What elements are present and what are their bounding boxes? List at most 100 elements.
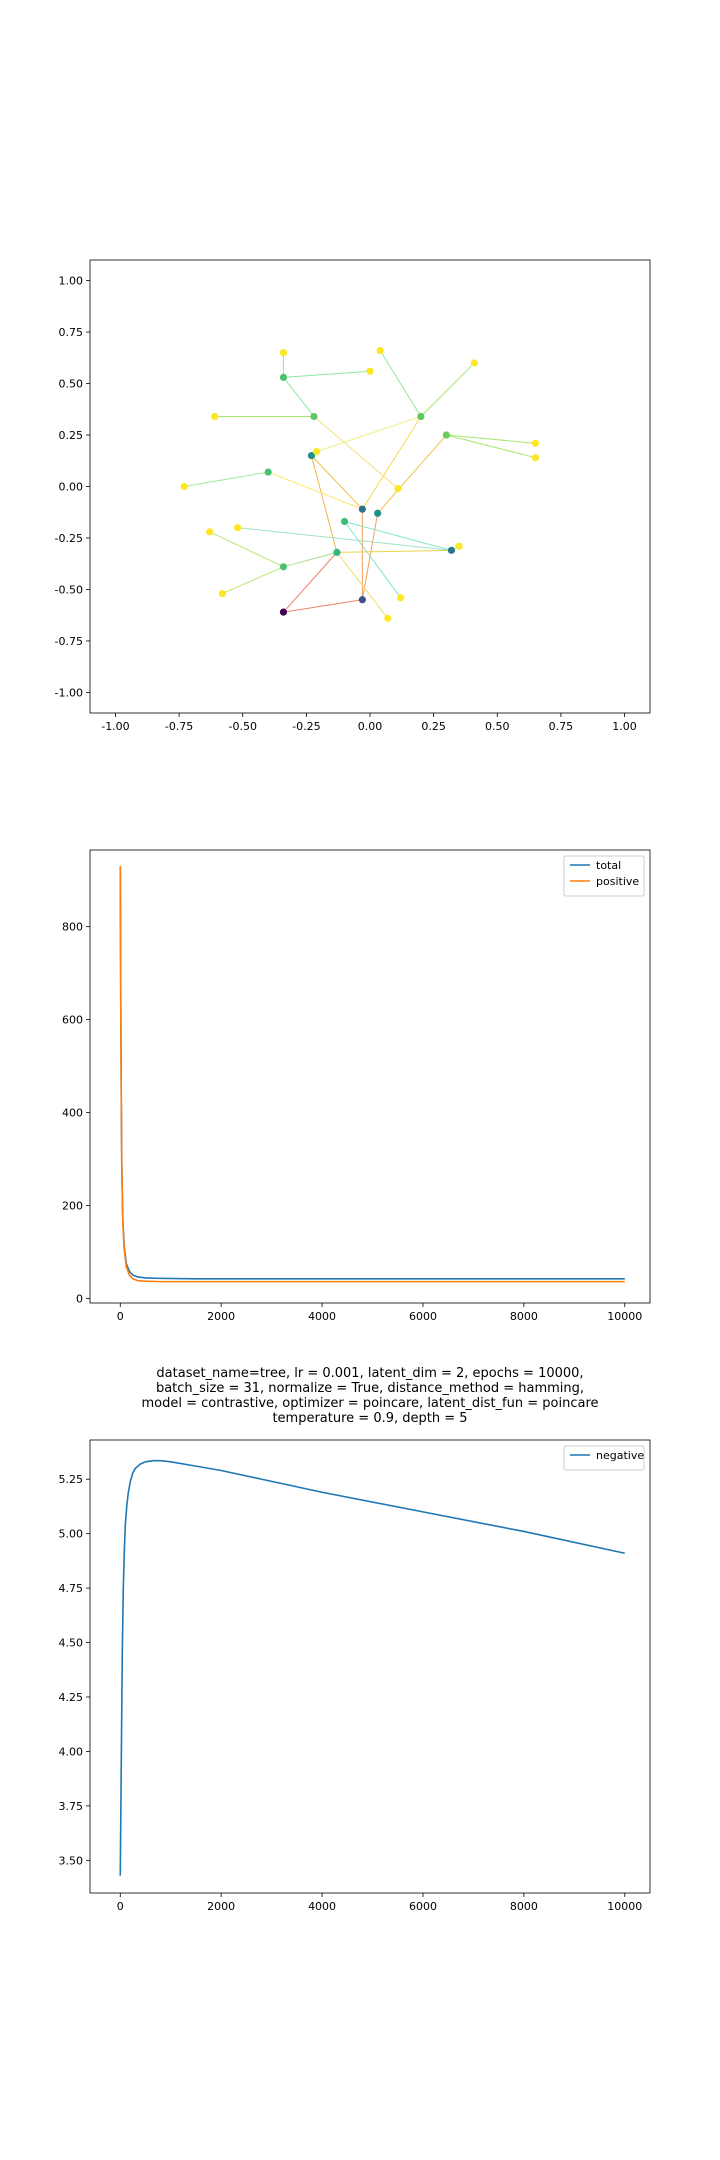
x-tick-label: 10000: [607, 1310, 642, 1323]
y-tick-label: 3.75: [59, 1800, 84, 1813]
y-tick-label: 4.00: [59, 1745, 84, 1758]
tree-node-point: [264, 468, 272, 476]
tree-node-point: [417, 412, 425, 421]
tree-edge: [222, 566, 284, 595]
tree-node-point: [374, 509, 382, 517]
tree-edge: [420, 362, 475, 417]
plot-frame: [89, 1439, 651, 1894]
y-tick-label: -1.00: [55, 686, 83, 699]
series-line-total: [119, 866, 625, 1280]
tree-node-point: [531, 439, 540, 447]
tree-node-point: [218, 589, 226, 598]
y-tick-label: 4.25: [59, 1691, 84, 1704]
tree-node-point: [206, 528, 214, 536]
x-tick-label: 8000: [510, 1310, 538, 1323]
tree-node-point: [394, 484, 402, 493]
y-tick-label: 200: [62, 1199, 83, 1212]
x-tick-label: 0.75: [549, 720, 574, 733]
tree-edge: [310, 455, 338, 553]
tree-node-point: [312, 447, 321, 456]
tree-node-point: [340, 517, 349, 526]
tree-node-point: [531, 454, 540, 462]
y-tick-label: 5.25: [59, 1473, 84, 1486]
y-tick-label: 0.50: [59, 378, 84, 391]
plot-frame: [89, 849, 651, 1304]
chart-title-line: model = contrastive, optimizer = poincar…: [141, 1396, 598, 1411]
y-tick-label: 0.00: [59, 481, 84, 494]
legend-label-negative: negative: [596, 1449, 644, 1462]
tree-node-point: [455, 542, 463, 550]
tree-node-point: [358, 596, 366, 604]
tree-edge: [283, 552, 338, 613]
tree-edge: [283, 377, 315, 417]
tree-node-point: [234, 524, 242, 532]
tree-node-point: [358, 505, 366, 513]
tree-edge: [311, 455, 363, 510]
tree-node-point: [396, 594, 405, 602]
tree-node-point: [366, 367, 374, 375]
tree-edge: [184, 471, 269, 487]
x-tick-label: 0.50: [485, 720, 510, 733]
y-tick-label: 1.00: [59, 275, 84, 288]
x-tick-label: 4000: [308, 1310, 336, 1323]
y-tick-label: -0.50: [55, 583, 83, 596]
x-tick-label: 4000: [308, 1900, 336, 1913]
tree-edge: [283, 551, 338, 568]
y-tick-label: 0.75: [59, 326, 84, 339]
tree-edge: [209, 531, 284, 568]
y-tick-label: -0.25: [55, 532, 83, 545]
tree-node-point: [279, 608, 288, 616]
x-tick-label: 6000: [409, 1310, 437, 1323]
legend-box: [563, 1445, 645, 1471]
tree-edge: [267, 471, 363, 510]
tree-edge: [336, 549, 452, 553]
x-tick-label: 0: [117, 1900, 124, 1913]
chart-title-line: temperature = 0.9, depth = 5: [272, 1411, 467, 1426]
tree-edge: [446, 434, 536, 459]
x-tick-label: 2000: [207, 1310, 235, 1323]
x-tick-label: 0.00: [358, 720, 383, 733]
tree-edge: [313, 416, 399, 489]
x-tick-label: 2000: [207, 1900, 235, 1913]
tree-edge: [237, 527, 452, 551]
tree-edge: [344, 521, 452, 551]
y-tick-label: 3.50: [59, 1854, 84, 1867]
y-tick-label: 600: [62, 1014, 83, 1027]
tree-edge: [283, 599, 363, 613]
tree-node-point: [333, 548, 341, 556]
tree-edge: [344, 521, 401, 598]
x-tick-label: -0.75: [165, 720, 193, 733]
x-tick-label: 10000: [607, 1900, 642, 1913]
plot-frame: [89, 259, 651, 714]
tree-edge: [379, 350, 422, 417]
tree-node-point: [442, 431, 450, 439]
tree-edge: [336, 552, 389, 619]
x-tick-label: 0.25: [421, 720, 446, 733]
tree-node-point: [279, 563, 288, 571]
y-tick-label: 0: [76, 1292, 83, 1305]
x-tick-label: 0: [117, 1310, 124, 1323]
y-tick-label: 0.25: [59, 429, 84, 442]
legend-label-positive: positive: [596, 875, 639, 888]
tree-node-point: [211, 412, 219, 421]
tree-node-point: [310, 412, 318, 421]
tree-edge: [316, 416, 422, 452]
tree-node-point: [279, 349, 288, 357]
tree-node-point: [279, 373, 288, 381]
x-tick-label: -0.25: [292, 720, 320, 733]
legend-box: [563, 855, 645, 897]
tree-node-point: [376, 347, 384, 355]
chart-title-line: batch_size = 31, normalize = True, dista…: [156, 1381, 584, 1396]
y-tick-label: 800: [62, 921, 83, 934]
y-tick-label: 5.00: [59, 1528, 84, 1541]
y-tick-label: -0.75: [55, 635, 83, 648]
chart-title-line: dataset_name=tree, lr = 0.001, latent_di…: [156, 1366, 583, 1381]
tree-node-point: [470, 359, 478, 367]
tree-node-point: [180, 482, 188, 491]
tree-edge: [377, 434, 447, 514]
scatter-tree-embedding-chart: -1.00 -0.75 -0.50 -0.25 0.00 0.25 0.50 0.75 1.00…: [55, 259, 651, 733]
x-tick-label: 6000: [409, 1900, 437, 1913]
tree-edge: [446, 434, 536, 444]
negative-loss-line-chart: dataset_name=tree, lr = 0.001, latent_di…: [59, 1366, 651, 1913]
x-tick-label: 1.00: [612, 720, 637, 733]
